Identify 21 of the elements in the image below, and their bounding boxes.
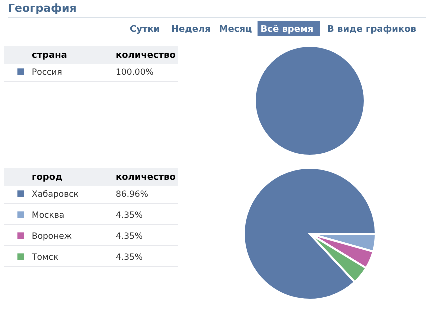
text: Месяц: [219, 25, 252, 35]
pie-slice: [243, 167, 377, 301]
legend-title: город: [32, 173, 63, 183]
data-label: 4.35%: [116, 211, 144, 221]
data-label: 4.35%: [116, 253, 144, 263]
legend-label: Томск: [31, 253, 59, 263]
legend-label: Россия: [32, 68, 62, 78]
text: Неделя: [172, 25, 212, 35]
data-label: 86.96%: [116, 190, 148, 200]
legend-label: Воронеж: [32, 232, 72, 242]
text: количество: [116, 173, 176, 183]
legend-title: страна: [32, 51, 68, 61]
text: количество: [116, 51, 176, 61]
chart-title: География: [8, 2, 77, 15]
text: В виде графиков: [328, 25, 417, 35]
text: Сутки: [130, 25, 160, 35]
legend-label: Москва: [32, 211, 65, 221]
legend-label: Хабаровск: [32, 190, 79, 200]
text: Всё время: [260, 25, 314, 35]
data-label: 4.35%: [116, 232, 144, 242]
data-label: 100.00%: [116, 68, 154, 78]
